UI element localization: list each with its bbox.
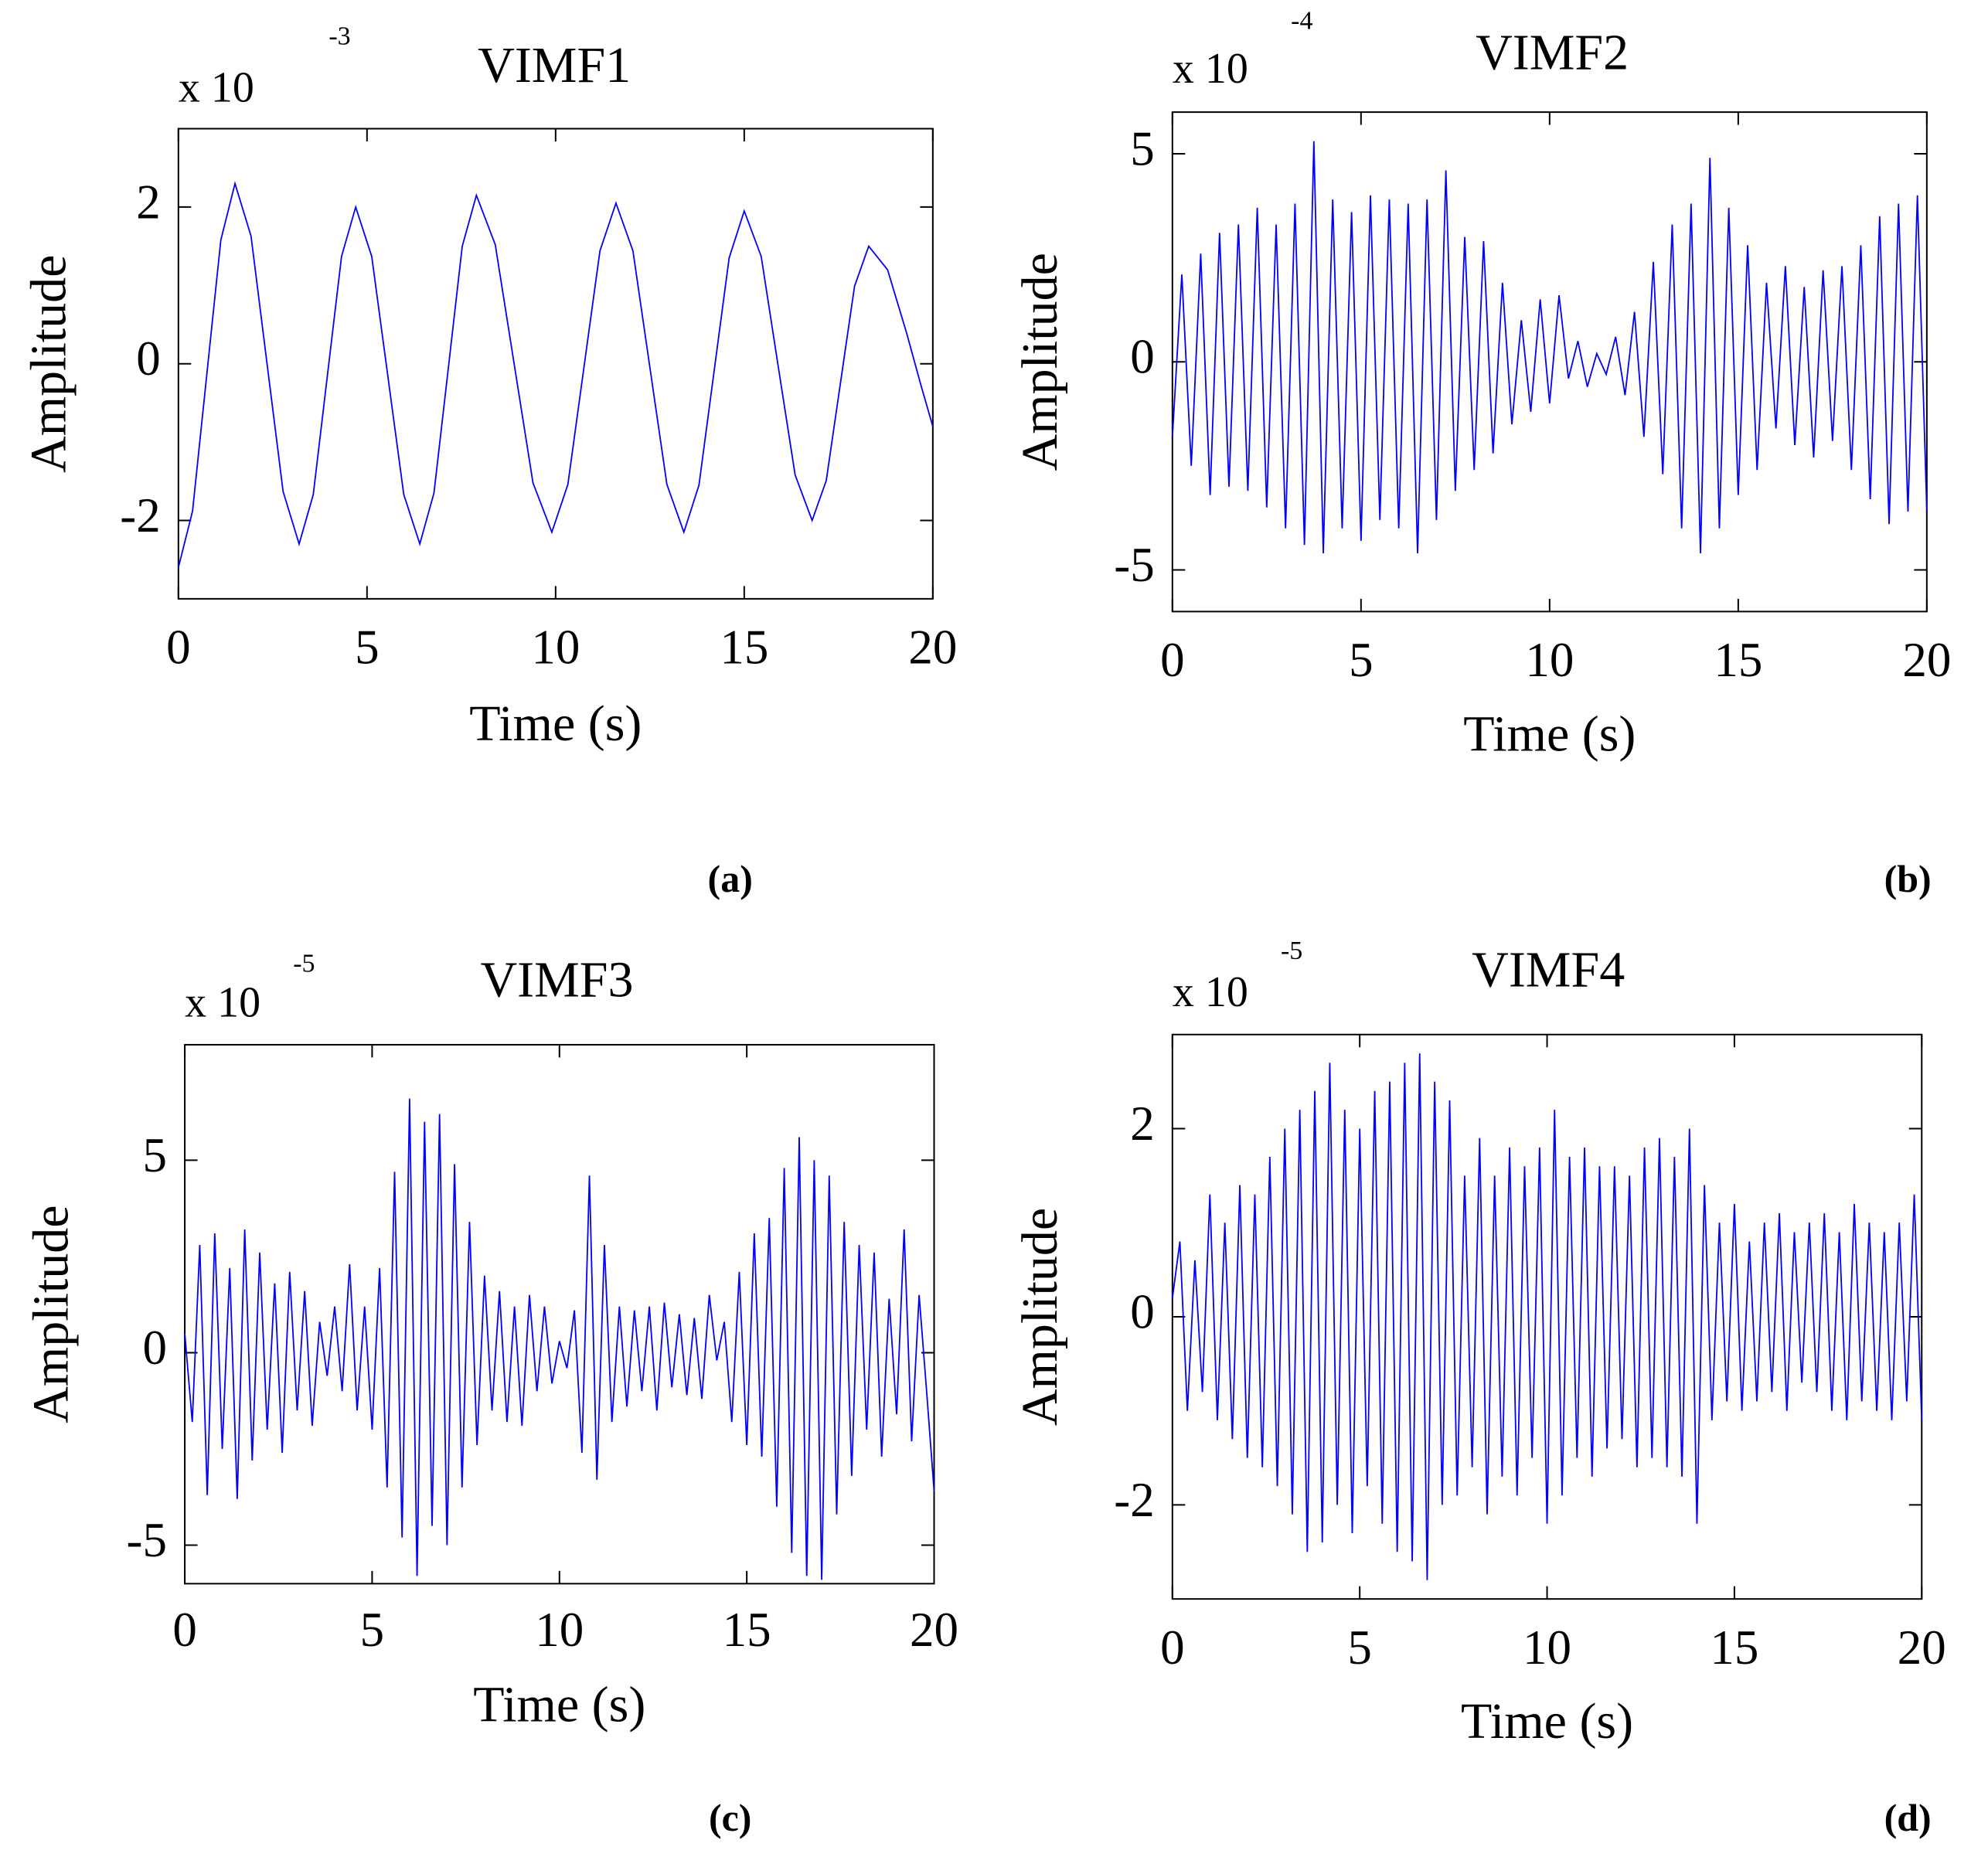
x-tick-label: 0 xyxy=(172,1603,197,1657)
y-axis-label: Amplitude xyxy=(23,1205,80,1423)
scale-exponent: -4 xyxy=(1291,6,1312,35)
x-tick-label: 15 xyxy=(1710,1620,1758,1675)
x-tick-label: 10 xyxy=(1523,1620,1571,1675)
y-tick-label: -2 xyxy=(120,488,160,542)
subplot: 0 5 10 15 20 -2 0 2 VIMF1 Time (s) Amplitude x 10 -3… xyxy=(20,22,957,900)
x-tick-label: 5 xyxy=(1347,1620,1372,1675)
x-tick-label: 15 xyxy=(723,1603,771,1657)
x-tick-label: 15 xyxy=(1714,633,1762,687)
scale-label: x 10 xyxy=(1173,968,1248,1016)
x-tick-label: 0 xyxy=(1160,633,1185,687)
plot-area xyxy=(177,128,934,600)
scale-label: x 10 xyxy=(1173,45,1248,93)
panel-label: (c) xyxy=(709,1796,752,1839)
y-axis-label: Amplitude xyxy=(1012,253,1068,471)
x-tick-label: 5 xyxy=(360,1603,385,1657)
x-tick-label: 0 xyxy=(1160,1620,1185,1675)
y-tick-label: -5 xyxy=(1114,538,1154,592)
x-tick-label: 20 xyxy=(910,1603,958,1657)
chart-title: VIMF4 xyxy=(1472,941,1625,998)
panel-label: (b) xyxy=(1884,857,1932,900)
chart-title: VIMF3 xyxy=(480,952,633,1008)
chart-title: VIMF2 xyxy=(1476,24,1629,80)
scale-exponent: -5 xyxy=(293,950,315,978)
y-tick-label: 0 xyxy=(1130,1284,1155,1338)
plot-area xyxy=(184,1043,935,1585)
scale-label: x 10 xyxy=(185,978,260,1026)
signal-line xyxy=(184,1098,935,1580)
signal-line xyxy=(177,181,934,568)
x-axis-label: Time (s) xyxy=(1463,706,1636,762)
y-axis-label: Amplitude xyxy=(20,255,77,473)
panel-label: (a) xyxy=(708,857,753,900)
y-tick-label: 2 xyxy=(136,175,161,229)
x-axis-label: Time (s) xyxy=(469,695,642,752)
y-tick-label: 5 xyxy=(142,1128,167,1182)
y-tick-label: 0 xyxy=(1130,330,1155,384)
x-tick-label: 5 xyxy=(355,621,380,675)
x-tick-label: 15 xyxy=(720,621,768,675)
y-tick-label: 0 xyxy=(136,332,161,386)
y-tick-label: 5 xyxy=(1130,121,1155,175)
x-axis-label: Time (s) xyxy=(473,1677,645,1733)
x-tick-label: 10 xyxy=(531,621,580,675)
x-tick-label: 10 xyxy=(535,1603,584,1657)
plot-area xyxy=(1171,111,1928,613)
x-tick-label: 20 xyxy=(908,621,957,675)
scale-exponent: -3 xyxy=(328,22,350,50)
x-tick-label: 20 xyxy=(1898,1620,1946,1675)
signal-line xyxy=(1171,1053,1923,1580)
scale-exponent: -5 xyxy=(1281,937,1302,965)
x-axis-label: Time (s) xyxy=(1461,1693,1633,1750)
x-tick-label: 5 xyxy=(1349,633,1374,687)
y-tick-label: 2 xyxy=(1130,1097,1155,1151)
subplot: 0 5 10 15 20 -2 0 2 VIMF4 Time (s) Amplitude x 10 -5… xyxy=(1012,937,1946,1839)
x-tick-label: 10 xyxy=(1525,633,1574,687)
scale-label: x 10 xyxy=(179,64,254,112)
x-tick-label: 20 xyxy=(1902,633,1951,687)
y-tick-label: -2 xyxy=(1114,1473,1154,1527)
panel-label: (d) xyxy=(1884,1796,1932,1839)
x-tick-label: 0 xyxy=(166,621,191,675)
y-tick-label: -5 xyxy=(126,1513,166,1567)
y-tick-label: 0 xyxy=(142,1321,167,1375)
y-axis-label: Amplitude xyxy=(1012,1208,1068,1426)
signal-line xyxy=(1171,141,1928,554)
chart-title: VIMF1 xyxy=(478,37,631,94)
